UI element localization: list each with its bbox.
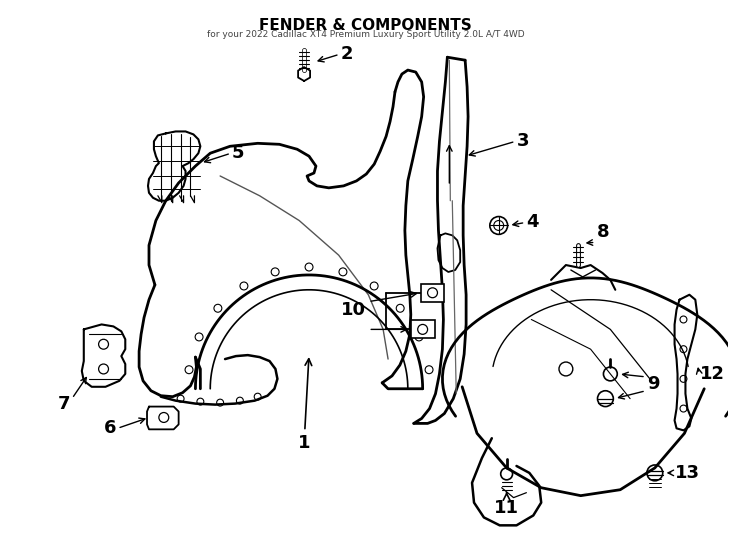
FancyBboxPatch shape [421,284,444,302]
FancyBboxPatch shape [411,320,435,338]
Text: 7: 7 [58,395,70,413]
Text: 10: 10 [341,301,366,319]
Text: 2: 2 [341,45,353,63]
Text: 9: 9 [647,375,659,393]
Text: FENDER & COMPONENTS: FENDER & COMPONENTS [259,18,472,32]
Text: 11: 11 [494,493,519,517]
Text: 4: 4 [526,213,539,232]
Text: 6: 6 [104,420,117,437]
Text: 1: 1 [298,359,312,452]
Text: 8: 8 [597,224,610,241]
Text: 13: 13 [675,464,700,482]
Text: for your 2022 Cadillac XT4 Premium Luxury Sport Utility 2.0L A/T 4WD: for your 2022 Cadillac XT4 Premium Luxur… [206,30,524,39]
Text: 3: 3 [517,132,529,150]
Text: 5: 5 [232,144,244,162]
Text: 12: 12 [700,365,725,383]
